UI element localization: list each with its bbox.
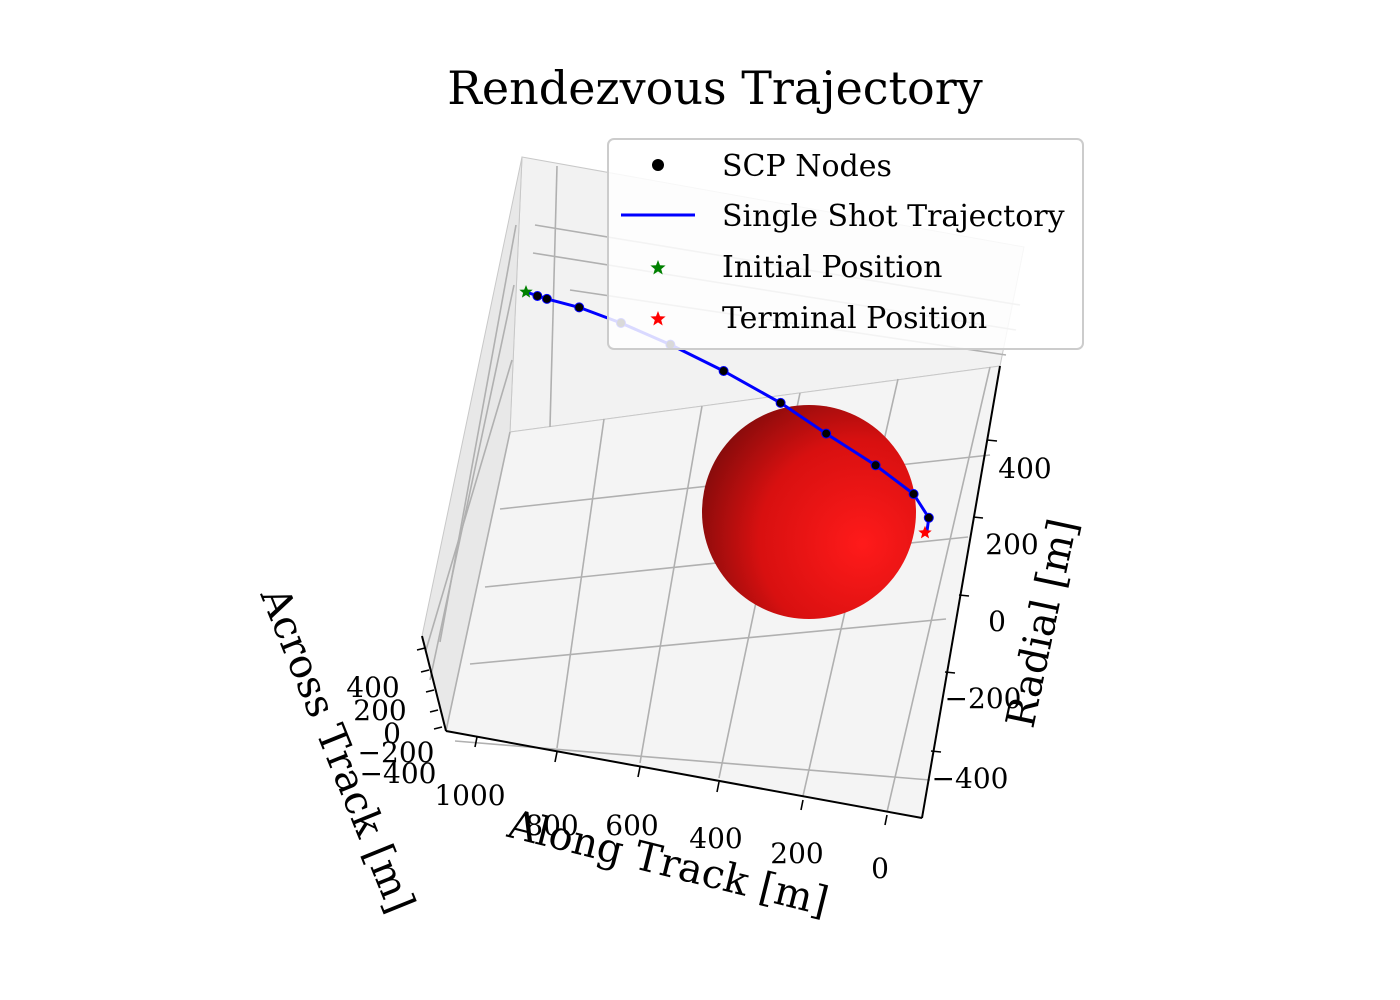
scp-node-2 <box>574 302 585 313</box>
scp-node-1 <box>541 293 552 304</box>
x-tick-mark-3 <box>716 781 720 793</box>
legend-initial-star <box>650 260 666 275</box>
terminal-position-marker <box>918 525 932 539</box>
z-tick-label-1: 200 <box>985 528 1038 561</box>
legend-label-terminal-position: Terminal Position <box>722 301 987 336</box>
along-track-axis-line <box>445 730 923 819</box>
x-tick-mark-0 <box>474 736 478 748</box>
y-tick-label-1: 200 <box>353 694 406 727</box>
scp-node-5 <box>718 366 729 376</box>
x-tick-label-5: 0 <box>871 852 889 885</box>
z-tick-label-3: −200 <box>945 682 1022 715</box>
scp-node-8 <box>870 460 881 471</box>
y-tick-label-2: 0 <box>383 717 401 750</box>
z-tick-label-2: 0 <box>988 605 1006 638</box>
legend-label-initial-position: Initial Position <box>722 250 943 285</box>
legend: SCP Nodes Single Shot Trajectory Initial… <box>607 138 1084 350</box>
x-tick-label-2: 600 <box>605 809 658 842</box>
scp-node-10 <box>923 512 934 523</box>
y-tick-label-4: −400 <box>360 757 437 790</box>
scp-node-6 <box>775 397 786 408</box>
z-tick-mark-1 <box>972 516 984 519</box>
chart-title: Rendezvous Trajectory <box>447 61 982 115</box>
y-tick-mark-0 <box>416 647 426 651</box>
floor-pane <box>445 365 1001 819</box>
initial-position-marker <box>519 285 533 298</box>
z-tick-mark-3 <box>944 671 956 674</box>
x-tick-label-0: 1000 <box>434 779 505 812</box>
scp-node-9 <box>908 489 919 499</box>
x-tick-label-3: 400 <box>689 822 742 855</box>
z-tick-mark-0 <box>986 439 998 442</box>
radial-axis-line <box>921 365 1001 819</box>
x-tick-mark-4 <box>800 799 804 811</box>
y-tick-label-0: 400 <box>346 671 399 704</box>
y-tick-label-3: −200 <box>358 736 435 769</box>
across-track-axis-line <box>421 635 447 732</box>
x-tick-label-1: 800 <box>525 809 578 842</box>
y-tick-mark-4 <box>433 726 443 730</box>
legend-terminal-star <box>650 311 666 326</box>
legend-dot-marker <box>652 159 664 171</box>
legend-label-scp-nodes: SCP Nodes <box>722 149 892 184</box>
scp-node-0 <box>532 291 543 301</box>
z-tick-label-4: −400 <box>932 762 1009 795</box>
legend-label-single-shot: Single Shot Trajectory <box>722 199 1065 234</box>
keep-out-sphere <box>702 405 916 619</box>
x-tick-mark-1 <box>554 751 558 763</box>
y-tick-mark-1 <box>420 669 430 673</box>
y-tick-mark-3 <box>429 709 439 713</box>
y-tick-mark-2 <box>425 689 435 693</box>
z-tick-label-0: 400 <box>998 452 1051 485</box>
z-tick-mark-2 <box>958 594 970 597</box>
x-tick-mark-5 <box>884 814 888 826</box>
z-tick-mark-4 <box>930 750 942 753</box>
legend-box <box>607 138 1084 350</box>
x-tick-mark-2 <box>637 766 641 778</box>
scp-node-7 <box>821 428 832 439</box>
x-tick-label-4: 200 <box>770 837 823 870</box>
